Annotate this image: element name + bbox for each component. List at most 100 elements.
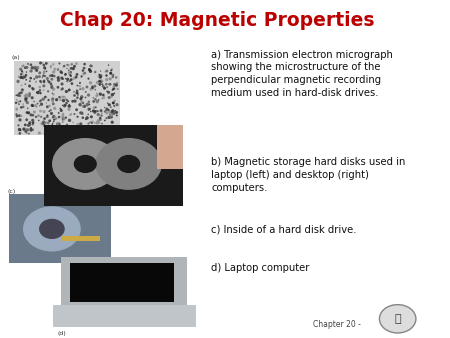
Point <box>18 82 25 88</box>
Point <box>89 85 96 90</box>
Point <box>31 110 38 115</box>
Point <box>41 73 49 79</box>
Point <box>76 80 84 86</box>
Point <box>110 111 117 116</box>
Point <box>58 87 65 92</box>
Circle shape <box>24 207 80 251</box>
Point <box>88 120 95 125</box>
Point <box>105 125 112 131</box>
Point <box>100 95 108 100</box>
Point <box>54 75 62 80</box>
Point <box>27 125 35 130</box>
Point <box>104 128 111 133</box>
Point <box>74 114 81 119</box>
Point <box>26 93 33 98</box>
Point <box>90 108 97 114</box>
Point <box>18 105 25 110</box>
Point <box>73 72 81 77</box>
Point <box>44 104 51 110</box>
Point <box>70 66 77 71</box>
Point <box>86 67 93 73</box>
Point <box>82 89 89 95</box>
Point <box>105 82 112 87</box>
Point <box>85 121 92 126</box>
Point <box>29 65 36 71</box>
Point <box>34 90 41 95</box>
Point <box>112 75 120 80</box>
Point <box>101 126 108 132</box>
FancyBboxPatch shape <box>62 236 100 241</box>
Point <box>99 81 106 87</box>
Point <box>96 78 103 84</box>
Point <box>18 70 26 75</box>
Point <box>13 106 20 111</box>
Point <box>22 93 29 99</box>
Point <box>81 128 89 134</box>
Point <box>74 83 81 88</box>
Point <box>78 93 86 99</box>
Point <box>109 92 116 97</box>
Point <box>97 115 104 120</box>
Point <box>55 127 63 132</box>
Point <box>46 118 53 123</box>
Point <box>65 107 72 112</box>
Point <box>42 66 49 72</box>
Point <box>38 121 45 126</box>
Point <box>92 126 99 131</box>
Circle shape <box>379 305 416 333</box>
Point <box>63 124 71 129</box>
Point <box>13 112 20 117</box>
Point <box>41 120 49 125</box>
Point <box>93 91 100 96</box>
Point <box>66 103 73 109</box>
Point <box>71 64 78 69</box>
Point <box>73 107 80 113</box>
Point <box>94 79 102 84</box>
Text: d) Laptop computer: d) Laptop computer <box>211 263 310 273</box>
Point <box>71 111 78 117</box>
Point <box>80 100 87 105</box>
Point <box>40 78 48 83</box>
Point <box>106 95 113 100</box>
Point <box>54 67 62 72</box>
Point <box>85 99 92 104</box>
Point <box>94 74 102 79</box>
Point <box>27 126 35 131</box>
Point <box>79 104 86 109</box>
Point <box>32 103 39 108</box>
Point <box>92 104 99 110</box>
Point <box>19 101 27 107</box>
Point <box>58 81 66 87</box>
Point <box>76 102 84 107</box>
Point <box>66 87 73 93</box>
Point <box>40 120 47 125</box>
Point <box>69 128 76 133</box>
Point <box>60 126 68 132</box>
Point <box>92 108 99 114</box>
Point <box>62 102 69 108</box>
Point <box>105 63 112 68</box>
Point <box>94 127 102 132</box>
Point <box>58 108 65 113</box>
Point <box>50 117 58 122</box>
Point <box>70 76 77 81</box>
Point <box>104 89 111 94</box>
Point <box>60 116 68 121</box>
Point <box>49 96 56 102</box>
Point <box>92 87 99 92</box>
Point <box>36 88 44 93</box>
Point <box>23 117 30 122</box>
Point <box>40 83 47 89</box>
Point <box>92 69 99 75</box>
Point <box>59 116 67 122</box>
Point <box>37 60 44 66</box>
Point <box>17 75 24 80</box>
Point <box>55 74 63 79</box>
Point <box>22 65 29 70</box>
Point <box>55 121 63 127</box>
Point <box>24 105 32 111</box>
Point <box>99 78 106 84</box>
Point <box>50 92 57 97</box>
Point <box>47 65 54 70</box>
Point <box>47 63 54 69</box>
